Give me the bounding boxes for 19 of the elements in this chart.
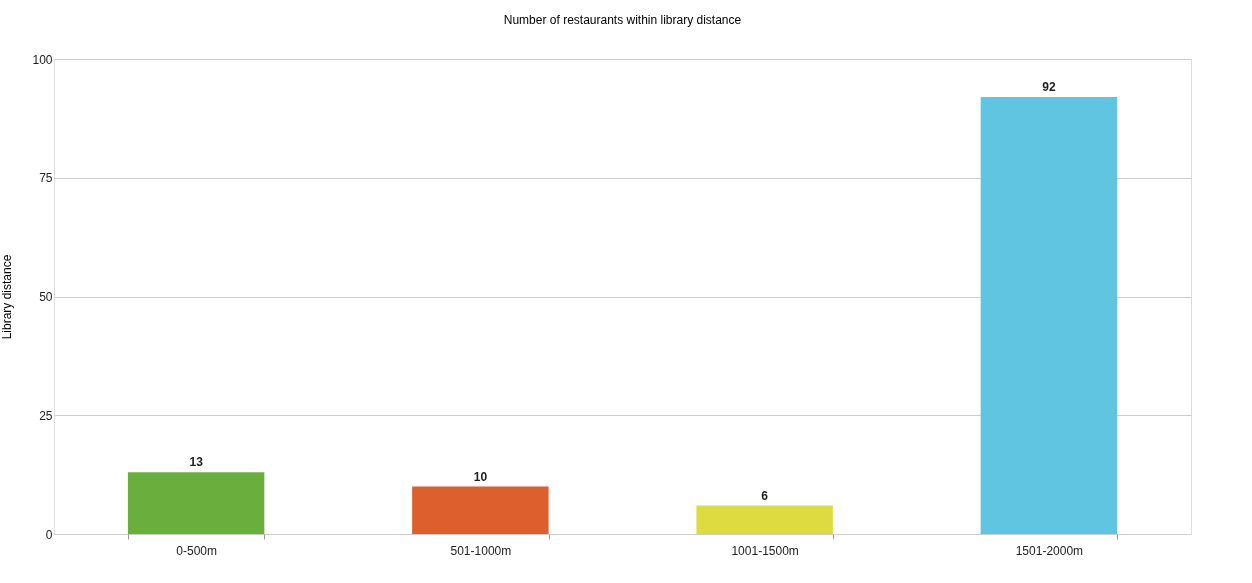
x-tick-label: 501-1000m <box>450 543 512 558</box>
data-label: 10 <box>473 469 488 484</box>
y-tick-label: 25 <box>39 408 53 423</box>
data-label: 13 <box>189 455 204 470</box>
bar <box>412 486 549 534</box>
y-tick-label: 0 <box>45 527 53 542</box>
bar <box>980 97 1118 534</box>
data-label: 6 <box>761 488 769 503</box>
chart-title: Number of restaurants within library distance <box>503 13 742 27</box>
data-label: 92 <box>1042 80 1056 94</box>
bar <box>696 505 833 534</box>
x-tick-label: 1001-1500m <box>731 543 799 558</box>
bar <box>127 472 265 534</box>
y-tick-label: 50 <box>39 290 53 304</box>
x-tick-label: 0-500m <box>176 543 217 558</box>
y-axis-title: Library distance <box>0 254 15 340</box>
y-tick-label: 75 <box>39 171 53 186</box>
x-tick-label: 1501-2000m <box>1015 543 1084 558</box>
y-tick-label: 100 <box>32 52 53 67</box>
